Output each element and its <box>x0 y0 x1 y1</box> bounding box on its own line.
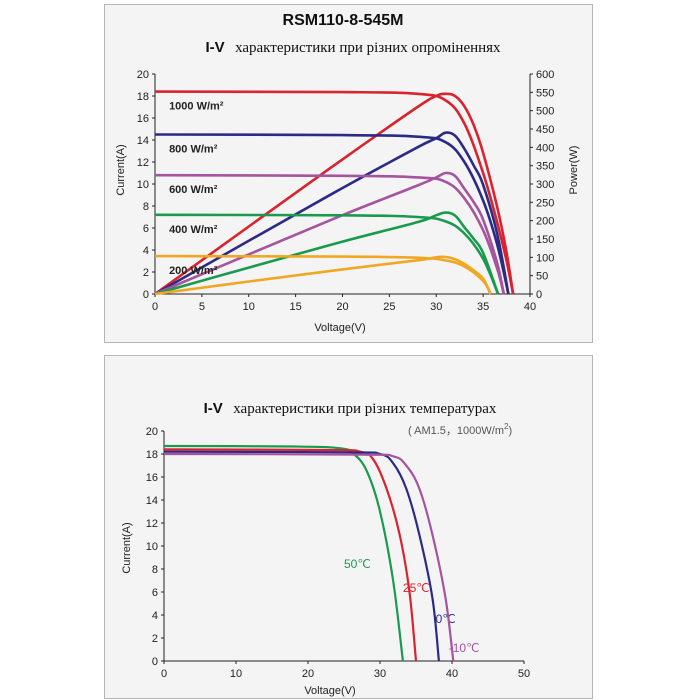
series-label-25c: 25℃ <box>403 581 430 595</box>
power-curve-600-w-m <box>154 171 506 296</box>
chart2-ylabel: Current(A) <box>121 522 133 573</box>
chart1-ytick-label: 20 <box>137 69 149 81</box>
chart1-xtick-label: 20 <box>336 301 348 313</box>
chart2-xtick-label: 30 <box>374 668 386 680</box>
chart1-ytick-label: 8 <box>143 201 149 213</box>
chart1-ytick-label: 12 <box>137 157 149 169</box>
chart1-y2tick-label: 200 <box>536 216 554 228</box>
chart1-y2tick-label: 350 <box>536 161 554 173</box>
chart2-xtick-label: 40 <box>446 668 458 680</box>
temperature-chart-panel <box>104 355 593 699</box>
chart1-y2label: Power(W) <box>568 146 580 195</box>
chart2-ytick-label: 10 <box>146 541 158 553</box>
chart1-y2tick-label: 250 <box>536 197 554 209</box>
chart1-ytick-label: 0 <box>143 289 149 301</box>
series-label-0c: 0℃ <box>436 612 456 626</box>
chart1-ytick-label: 14 <box>137 135 149 147</box>
chart2-ytick-label: 6 <box>152 587 158 599</box>
chart2-condition-sup: 2 <box>504 422 509 431</box>
power-curve-1000-w-m <box>154 92 515 296</box>
chart2-ytick-label: 14 <box>146 495 158 507</box>
iv-curve-200-w-m <box>154 254 492 295</box>
chart1-ytick-label: 4 <box>143 245 149 257</box>
chart1-xtick-label: 5 <box>199 301 205 313</box>
chart1-y2tick-label: 0 <box>536 289 542 301</box>
chart2-ytick-label: 16 <box>146 472 158 484</box>
series-label-800-w-m: 800 W/m² <box>169 144 218 156</box>
power-curve-800-w-m <box>154 131 510 296</box>
chart2-xtick-label: 10 <box>230 668 242 680</box>
chart2-subtitle: I-V характеристики при різних температур… <box>204 400 497 417</box>
chart2-subtitle-text: характеристики при різних температурах <box>233 401 497 417</box>
chart2-condition-main: ( AM1.5，1000W/m <box>408 425 504 437</box>
chart2-xtick-label: 0 <box>161 668 167 680</box>
chart1-xtick-label: 30 <box>430 301 442 313</box>
series-label-10c: -10℃ <box>449 641 480 655</box>
chart2-ytick-label: 12 <box>146 518 158 530</box>
iv-curve-10c <box>163 452 455 662</box>
iv-curve-800-w-m <box>154 133 510 295</box>
series-label-1000-w-m: 1000 W/m² <box>169 101 224 113</box>
chart2-ytick-label: 0 <box>152 656 158 668</box>
iv-curve-600-w-m <box>154 173 506 295</box>
chart1-y2tick-label: 50 <box>536 271 548 283</box>
chart1-y2tick-label: 600 <box>536 69 554 81</box>
iv-curve-25c <box>163 448 418 662</box>
chart2-ytick-label: 20 <box>146 426 158 438</box>
chart2-condition-end: ) <box>508 425 512 437</box>
chart2-xtick-label: 20 <box>302 668 314 680</box>
chart1-y2tick-label: 100 <box>536 252 554 264</box>
chart1-xlabel: Voltage(V) <box>314 322 365 334</box>
series-label-400-w-m: 400 W/m² <box>169 224 218 236</box>
chart1-xtick-label: 35 <box>477 301 489 313</box>
iv-curve-400-w-m <box>154 213 500 295</box>
chart2-subtitle-prefix: I-V <box>204 400 223 417</box>
chart1-title: RSM110-8-545M <box>283 12 404 29</box>
chart2-ytick-label: 4 <box>152 610 158 622</box>
chart1-subtitle-prefix: I-V <box>205 39 224 56</box>
iv-curve-50c <box>163 444 404 662</box>
chart1-y2tick-label: 300 <box>536 179 554 191</box>
chart1-subtitle-text: характеристики при різних опроміненнях <box>235 40 501 56</box>
chart1-xtick-label: 15 <box>290 301 302 313</box>
chart2-condition: ( AM1.5，1000W/m2) <box>408 422 512 437</box>
series-label-600-w-m: 600 W/m² <box>169 184 218 196</box>
chart2-ytick-label: 8 <box>152 564 158 576</box>
chart1-ylabel: Current(A) <box>115 144 127 195</box>
chart2-xtick-label: 50 <box>518 668 530 680</box>
chart1-subtitle: I-V характеристики при різних опроміненн… <box>205 39 501 56</box>
chart2-ytick-label: 18 <box>146 449 158 461</box>
series-label-200-w-m: 200 W/m² <box>169 265 218 277</box>
chart1-y2tick-label: 400 <box>536 142 554 154</box>
chart2-ytick-label: 2 <box>152 633 158 645</box>
chart2-xlabel: Voltage(V) <box>304 685 355 697</box>
chart1-ytick-label: 18 <box>137 91 149 103</box>
chart1-xtick-label: 0 <box>152 301 158 313</box>
iv-curve-1000-w-m <box>154 90 515 295</box>
iv-curve-0c <box>163 450 440 662</box>
chart1-y2tick-label: 550 <box>536 87 554 99</box>
chart1-ytick-label: 2 <box>143 267 149 279</box>
power-curve-200-w-m <box>154 255 492 296</box>
chart1-y2tick-label: 500 <box>536 106 554 118</box>
chart1-y2tick-label: 150 <box>536 234 554 246</box>
chart1-xtick-label: 25 <box>383 301 395 313</box>
chart1-ytick-label: 16 <box>137 113 149 125</box>
chart1-xtick-label: 40 <box>524 301 536 313</box>
series-label-50c: 50℃ <box>344 557 371 571</box>
chart1-y2tick-label: 450 <box>536 124 554 136</box>
chart1-ytick-label: 6 <box>143 223 149 235</box>
chart1-xtick-label: 10 <box>243 301 255 313</box>
chart1-ytick-label: 10 <box>137 179 149 191</box>
